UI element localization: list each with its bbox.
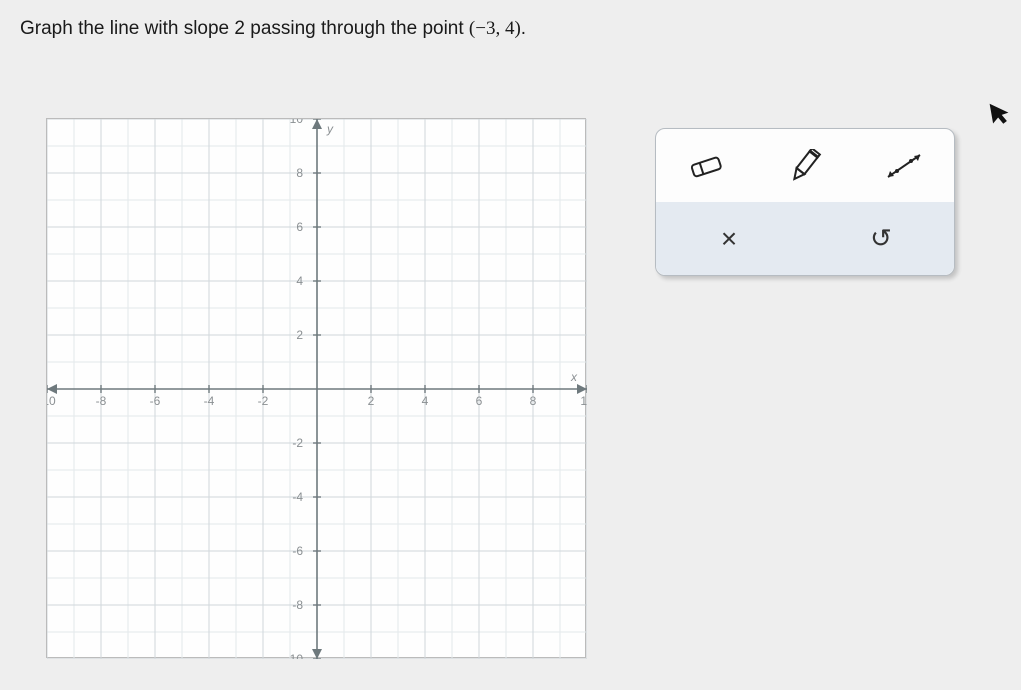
svg-text:-4: -4: [292, 490, 303, 504]
svg-text:x: x: [570, 370, 578, 384]
svg-text:-8: -8: [292, 598, 303, 612]
svg-text:2: 2: [296, 328, 303, 342]
line-tool[interactable]: [875, 140, 933, 192]
svg-text:-8: -8: [96, 394, 107, 408]
question-prompt: Graph the line with slope 2 passing thro…: [20, 18, 526, 40]
svg-text:4: 4: [422, 394, 429, 408]
svg-text:-10: -10: [47, 394, 56, 408]
toolbox-row-tools: [656, 129, 954, 202]
svg-text:-4: -4: [204, 394, 215, 408]
toolbox-row-actions: × ↺: [656, 202, 954, 275]
prompt-pre: Graph the line with slope: [20, 18, 234, 39]
grid-svg: -10 -8 -6 -4 -2 2 4 6 8 10 -10 -8 -6 -4 -2 2 4 6 8 10 y x: [47, 119, 587, 659]
eraser-tool[interactable]: [677, 140, 735, 192]
svg-text:10: 10: [290, 119, 304, 126]
svg-text:10: 10: [580, 394, 587, 408]
prompt-post: .: [521, 18, 526, 39]
svg-text:-6: -6: [150, 394, 161, 408]
mouse-cursor: [987, 98, 1014, 134]
drawing-toolbox: × ↺: [655, 128, 955, 276]
svg-text:-2: -2: [258, 394, 269, 408]
svg-text:-6: -6: [292, 544, 303, 558]
svg-text:6: 6: [476, 394, 483, 408]
clear-button[interactable]: ×: [700, 213, 758, 265]
svg-text:-10: -10: [286, 652, 304, 659]
eraser-icon: [686, 149, 726, 183]
svg-text:8: 8: [296, 166, 303, 180]
prompt-slope: 2: [234, 18, 245, 39]
svg-text:-2: -2: [292, 436, 303, 450]
svg-text:6: 6: [296, 220, 303, 234]
svg-text:2: 2: [368, 394, 375, 408]
svg-text:8: 8: [530, 394, 537, 408]
svg-text:4: 4: [296, 274, 303, 288]
line-tool-icon: [882, 149, 926, 183]
prompt-mid: passing through the point: [245, 18, 469, 39]
svg-text:y: y: [326, 122, 334, 136]
undo-button[interactable]: ↺: [852, 213, 910, 265]
pencil-tool[interactable]: [776, 140, 834, 192]
pencil-icon: [785, 149, 825, 183]
prompt-point: (−3, 4): [469, 18, 521, 39]
coordinate-plane[interactable]: -10 -8 -6 -4 -2 2 4 6 8 10 -10 -8 -6 -4 -2 2 4 6 8 10 y x: [46, 118, 586, 658]
undo-icon: ↺: [870, 223, 892, 254]
clear-icon: ×: [721, 223, 737, 255]
